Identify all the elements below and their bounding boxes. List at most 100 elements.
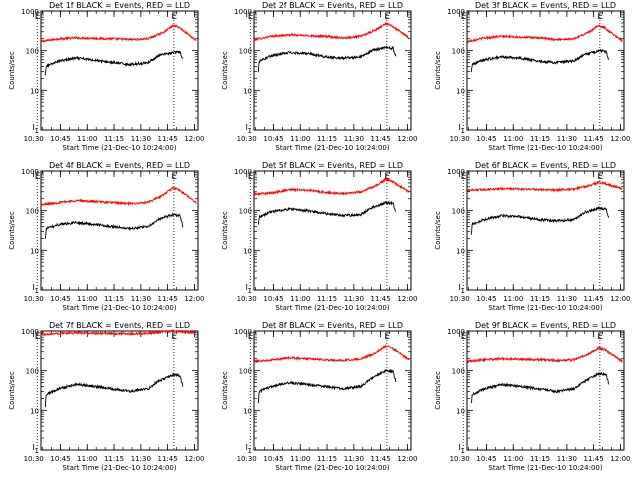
panel-title: Det 8f BLACK = Events, RED = LLD [262, 321, 403, 330]
detector-plot: Det 2f BLACK = Events, RED = LLD 1 10 100 10… [221, 1, 418, 152]
panel-title: Det 1f BLACK = Events, RED = LLD [49, 1, 190, 10]
event-marker-label: E [248, 12, 254, 22]
event-marker-label: E [384, 172, 390, 182]
panel-title: Det 4f BLACK = Events, RED = LLD [49, 161, 190, 170]
y-tick-label: 1 [248, 447, 252, 455]
x-tick-label: 11:45 [584, 295, 604, 303]
event-marker-label: E [248, 332, 254, 342]
y-tick-label: 10 [456, 247, 465, 255]
lld-series-line [253, 344, 410, 363]
x-tick-label: 11:00 [503, 295, 523, 303]
panel-title: Det 3f BLACK = Events, RED = LLD [475, 1, 616, 10]
y-tick-label: 1 [35, 287, 39, 295]
events-series-line [44, 50, 184, 76]
x-tick-label: 11:00 [77, 135, 97, 143]
x-tick-label: 10:30 [237, 295, 257, 303]
y-tick-label: 1000 [21, 8, 39, 16]
y-axis-label: Counts/sec [8, 371, 16, 410]
lld-series-line [466, 24, 623, 43]
x-tick-label: 10:30 [24, 295, 44, 303]
x-tick-label: 11:15 [317, 455, 337, 463]
event-marker-label: E [461, 12, 467, 22]
lld-series-line [40, 186, 197, 208]
x-tick-label: 10:45 [263, 295, 283, 303]
event-marker-label: E [248, 172, 254, 182]
x-tick-label: 11:00 [290, 135, 310, 143]
y-tick-label: 100 [239, 48, 252, 56]
x-tick-label: 12:00 [397, 135, 417, 143]
detector-plot: Det 6f BLACK = Events, RED = LLD 1 10 100 10… [434, 161, 631, 312]
x-tick-label: 10:30 [450, 135, 470, 143]
x-tick-label: 10:30 [450, 295, 470, 303]
y-tick-label: 1000 [21, 168, 39, 176]
detector-panel-3: Det 3f BLACK = Events, RED = LLD 1 10 100 10… [426, 0, 639, 160]
x-tick-label: 10:30 [237, 135, 257, 143]
y-tick-label: 1000 [234, 328, 252, 336]
events-series-line [44, 372, 184, 408]
x-tick-label: 12:00 [184, 455, 204, 463]
x-tick-label: 10:45 [476, 295, 496, 303]
x-axis-label: Start Time (21-Dec-10 10:24:00) [488, 464, 602, 472]
x-tick-label: 11:15 [104, 135, 124, 143]
detector-panel-9: Det 9f BLACK = Events, RED = LLD 1 10 100 10… [426, 320, 639, 480]
plot-frame [40, 10, 199, 131]
lld-series-line [40, 329, 197, 337]
y-tick-label: 1 [461, 447, 465, 455]
y-tick-label: 1000 [234, 8, 252, 16]
x-axis-label: Start Time (21-Dec-10 10:24:00) [488, 304, 602, 312]
lld-series-line [466, 346, 623, 364]
x-tick-label: 11:15 [104, 295, 124, 303]
event-marker-label: E [35, 332, 41, 342]
y-tick-label: 100 [239, 208, 252, 216]
x-tick-label: 10:45 [50, 455, 70, 463]
y-axis-label: Counts/sec [434, 211, 442, 250]
detector-panel-2: Det 2f BLACK = Events, RED = LLD 1 10 100 10… [213, 0, 426, 160]
y-axis-label: Counts/sec [434, 51, 442, 90]
plot-frame [253, 170, 412, 291]
detector-plot: Det 7f BLACK = Events, RED = LLD 1 10 100 10… [8, 321, 205, 472]
plot-frame [253, 10, 412, 131]
y-axis-label: Counts/sec [221, 211, 229, 250]
y-tick-label: 100 [452, 208, 465, 216]
detector-panel-7: Det 7f BLACK = Events, RED = LLD 1 10 100 10… [0, 320, 213, 480]
x-tick-label: 10:30 [450, 455, 470, 463]
event-marker-label: E [384, 332, 390, 342]
event-marker-label: E [597, 12, 603, 22]
x-axis-label: Start Time (21-Dec-10 10:24:00) [488, 144, 602, 152]
y-tick-label: 100 [452, 48, 465, 56]
plot-frame [253, 330, 412, 451]
x-tick-label: 10:30 [24, 135, 44, 143]
y-axis-label: Counts/sec [8, 211, 16, 250]
panel-title: Det 7f BLACK = Events, RED = LLD [49, 321, 190, 330]
y-tick-label: 1000 [447, 8, 465, 16]
events-series-line [44, 212, 184, 239]
event-marker-label: E [171, 172, 177, 182]
x-axis-label: Start Time (21-Dec-10 10:24:00) [62, 464, 176, 472]
y-tick-label: 100 [26, 48, 39, 56]
events-series-line [470, 48, 610, 73]
detector-plot: Det 8f BLACK = Events, RED = LLD 1 10 100 10… [221, 321, 418, 472]
x-tick-label: 11:00 [503, 455, 523, 463]
x-tick-label: 10:30 [24, 455, 44, 463]
x-tick-label: 10:45 [476, 455, 496, 463]
x-tick-label: 11:30 [131, 455, 151, 463]
panel-title: Det 2f BLACK = Events, RED = LLD [262, 1, 403, 10]
y-tick-label: 1 [461, 127, 465, 135]
y-tick-label: 10 [456, 87, 465, 95]
event-marker-label: E [171, 332, 177, 342]
y-tick-label: 10 [243, 87, 252, 95]
y-axis-label: Counts/sec [221, 51, 229, 90]
x-axis-label: Start Time (21-Dec-10 10:24:00) [275, 144, 389, 152]
x-tick-label: 12:00 [184, 135, 204, 143]
y-axis-label: Counts/sec [434, 371, 442, 410]
x-tick-label: 12:00 [397, 295, 417, 303]
y-tick-label: 1000 [21, 328, 39, 336]
event-marker-label: E [35, 172, 41, 182]
events-series-line [470, 205, 610, 235]
x-tick-label: 11:45 [584, 135, 604, 143]
x-tick-label: 10:30 [237, 455, 257, 463]
plot-frame [40, 330, 199, 451]
y-axis-label: Counts/sec [8, 51, 16, 90]
detector-panel-1: Det 1f BLACK = Events, RED = LLD 1 10 100 10… [0, 0, 213, 160]
